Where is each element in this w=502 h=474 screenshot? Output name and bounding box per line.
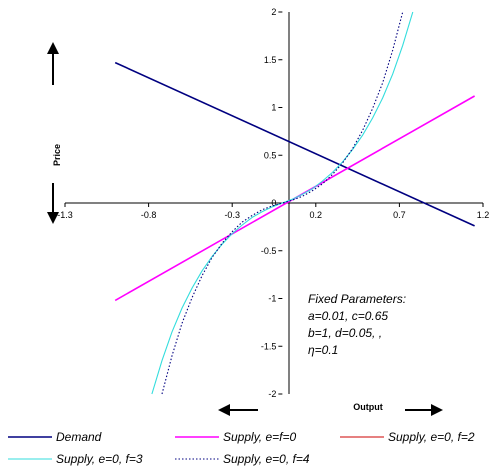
legend-label: Supply, e=0, f=2 — [388, 430, 475, 444]
fixed-parameters-annotation: Fixed Parameters: a=0.01, c=0.65 b=1, d=… — [308, 292, 406, 357]
output-left-arrow-icon — [218, 404, 258, 416]
y-axis-title: Price — [52, 144, 62, 166]
annotation-line: Fixed Parameters: — [308, 292, 406, 306]
x-tick-label: 0.2 — [310, 210, 323, 220]
price-down-arrow-icon — [47, 183, 59, 224]
legend: Demand Supply, e=f=0 Supply, e=0, f=2 Su… — [8, 430, 475, 466]
series-line-demand — [114, 61, 475, 227]
legend-item: Demand — [8, 430, 102, 444]
y-tick-label: -1 — [268, 294, 276, 304]
y-tick-label: 0.5 — [264, 150, 277, 160]
y-tick-label: 0 — [271, 198, 276, 208]
annotation-line: a=0.01, c=0.65 — [308, 309, 388, 323]
y-tick-label: -1.5 — [261, 341, 277, 351]
y-tick-label: -0.5 — [261, 246, 277, 256]
y-tick-label: 1.5 — [264, 55, 277, 65]
y-tick-label: 2 — [271, 7, 276, 17]
series-line-supply-e-0-f-3 — [151, 11, 414, 395]
x-tick-label: 0.7 — [393, 210, 406, 220]
legend-label: Supply, e=0, f=4 — [223, 452, 310, 466]
annotation-line: η=0.1 — [308, 343, 338, 357]
legend-label: Demand — [56, 430, 102, 444]
legend-item: Supply, e=f=0 — [175, 430, 296, 444]
legend-item: Supply, e=0, f=3 — [8, 452, 143, 466]
y-tick-label: 1 — [271, 103, 276, 113]
x-axis-title: Output — [353, 402, 383, 412]
annotation-line: b=1, d=0.05, , — [308, 326, 382, 340]
legend-label: Supply, e=f=0 — [223, 430, 296, 444]
y-tick-label: -2 — [268, 389, 276, 399]
x-tick-label: -0.8 — [141, 210, 157, 220]
x-tick-label: 1.2 — [477, 210, 490, 220]
output-right-arrow-icon — [405, 404, 443, 416]
price-up-arrow-icon — [47, 42, 59, 85]
legend-item: Supply, e=0, f=2 — [340, 430, 475, 444]
legend-item: Supply, e=0, f=4 — [175, 452, 310, 466]
x-tick-label: -1.3 — [57, 210, 73, 220]
legend-label: Supply, e=0, f=3 — [56, 452, 143, 466]
x-tick-label: -0.3 — [224, 210, 240, 220]
